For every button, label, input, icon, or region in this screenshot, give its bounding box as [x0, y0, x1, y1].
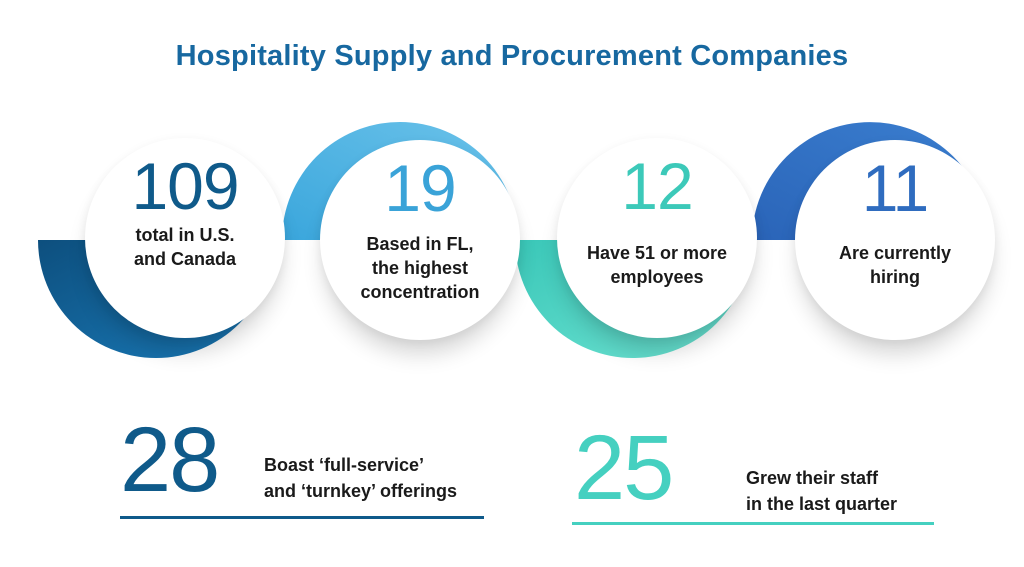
- stat-number: 12: [621, 149, 693, 223]
- stat-label: Based in FL, the highest concentration: [320, 232, 520, 304]
- stat-28-number: 28: [120, 409, 220, 511]
- stat-label-line: Grew their staff: [746, 468, 879, 488]
- stat-label-line: in the last quarter: [746, 494, 898, 514]
- stat-28-label: Boast ‘full-service’ and ‘turnkey’ offer…: [264, 452, 457, 504]
- stat-label-line: employees: [610, 267, 704, 287]
- stat-label-line: total in U.S.: [135, 225, 235, 245]
- stat-label-line: concentration: [360, 282, 480, 302]
- stat-25-number: 25: [574, 417, 674, 519]
- stat-28-underline: [120, 516, 484, 519]
- stat-label: Have 51 or more employees: [557, 241, 757, 289]
- stat-label-line: and Canada: [133, 249, 237, 269]
- stat-circle-4: 11 Are currently hiring: [795, 140, 995, 340]
- stat-label-line: hiring: [870, 267, 920, 287]
- stat-circle-3: 12 Have 51 or more employees: [557, 138, 757, 338]
- stat-label-line: the highest: [371, 258, 468, 278]
- stat-label-line: Are currently: [838, 243, 952, 263]
- stat-25-underline: [572, 522, 934, 525]
- stat-number: 11: [861, 151, 930, 225]
- stat-label-line: Boast ‘full-service’: [264, 455, 425, 475]
- stat-label-line: and ‘turnkey’ offerings: [264, 481, 458, 501]
- stat-number: 19: [384, 151, 456, 225]
- stat-circle-1: 109 total in U.S. and Canada: [85, 138, 285, 338]
- stat-25-label: Grew their staff in the last quarter: [746, 465, 897, 517]
- stat-label: Are currently hiring: [795, 241, 995, 289]
- stat-label-line: Have 51 or more: [586, 243, 728, 263]
- stat-label: total in U.S. and Canada: [85, 223, 285, 271]
- stat-number: 109: [131, 149, 239, 223]
- page-title: Hospitality Supply and Procurement Compa…: [175, 40, 849, 72]
- stat-label-line: Based in FL,: [366, 234, 474, 254]
- stat-circle-2: 19 Based in FL, the highest concentratio…: [320, 140, 520, 340]
